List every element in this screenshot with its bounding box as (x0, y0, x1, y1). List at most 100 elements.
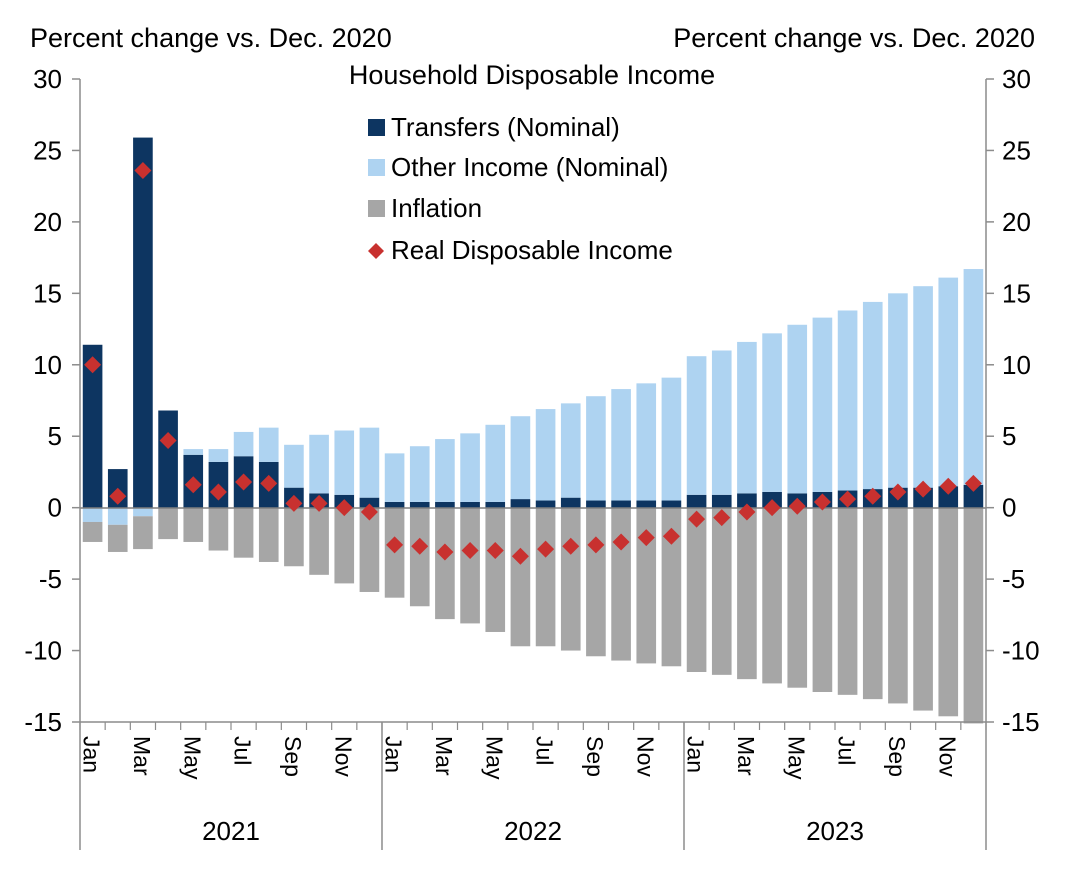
bar-inflation-22 (636, 507, 657, 664)
bar-other-income-nominal-28 (787, 324, 808, 494)
bar-other-income-nominal-23 (661, 377, 682, 501)
left-axis-label: Percent change vs. Dec. 2020 (30, 23, 392, 53)
real-income-marker-3 (159, 432, 177, 450)
bar-inflation-11 (359, 507, 380, 592)
bar-inflation-21 (611, 507, 631, 661)
bar-inflation-24 (686, 507, 707, 672)
real-income-marker-11 (360, 503, 378, 521)
real-income-marker-12 (386, 536, 404, 554)
bar-inflation-15 (460, 507, 480, 624)
real-income-marker-8 (285, 494, 303, 512)
bar-other-income-nominal-15 (460, 433, 480, 502)
real-income-marker-20 (587, 536, 605, 554)
bar-inflation-16 (485, 507, 506, 632)
bar-other-income-nominal-2 (133, 507, 153, 517)
real-income-marker-32 (889, 483, 907, 501)
bar-inflation-31 (862, 507, 883, 700)
bar-transfers-nominal-12 (384, 501, 405, 508)
bar-transfers-nominal-14 (435, 501, 455, 508)
month-tick-label: Jul (532, 736, 558, 765)
month-tick-label: Sep (280, 736, 306, 777)
bar-other-income-nominal-6 (233, 431, 254, 457)
right-tick-label: 10 (1002, 350, 1031, 380)
bar-other-income-nominal-1 (107, 507, 128, 525)
left-tick-label: 25 (33, 135, 62, 165)
bar-transfers-nominal-35 (963, 484, 984, 508)
legend-label-real-income: Real Disposable Income (391, 235, 673, 265)
month-tick-label: May (481, 736, 507, 780)
month-tick-label: Mar (431, 736, 457, 776)
month-tick-label: Jan (79, 736, 105, 773)
bar-inflation-29 (812, 507, 833, 692)
bar-inflation-33 (913, 507, 933, 711)
real-income-marker-14 (436, 543, 454, 561)
bar-other-income-nominal-13 (409, 446, 430, 502)
bar-transfers-nominal-21 (611, 500, 631, 508)
real-income-marker-34 (939, 477, 957, 495)
legend-marker-real-income (368, 243, 384, 259)
bar-transfers-nominal-26 (737, 493, 757, 508)
month-tick-label: Jan (683, 736, 709, 773)
real-income-marker-19 (562, 537, 580, 555)
legend-swatch-other-income (368, 159, 385, 176)
year-label-2022: 2022 (504, 816, 562, 846)
bar-inflation-34 (938, 507, 959, 717)
bar-inflation-26 (737, 507, 757, 680)
real-income-marker-35 (964, 474, 982, 492)
bar-inflation-27 (762, 507, 782, 684)
year-label-2021: 2021 (202, 816, 260, 846)
bar-other-income-nominal-22 (636, 383, 657, 501)
month-tick-label: Nov (330, 736, 356, 777)
bar-transfers-nominal-23 (661, 500, 682, 508)
left-tick-label: 10 (33, 350, 62, 380)
bar-inflation-7 (258, 507, 279, 562)
positive-bars (82, 137, 984, 508)
bar-transfers-nominal-18 (535, 500, 556, 508)
legend-label-transfers: Transfers (Nominal) (391, 112, 620, 142)
legend-swatch-inflation (368, 200, 385, 217)
bar-other-income-nominal-0 (82, 507, 103, 522)
bar-inflation-4 (183, 507, 204, 542)
bar-inflation-30 (837, 507, 858, 695)
bar-inflation-2 (133, 516, 153, 550)
left-tick-label: -5 (39, 564, 62, 594)
right-axis-label: Percent change vs. Dec. 2020 (673, 23, 1035, 53)
bar-other-income-nominal-33 (913, 286, 933, 488)
legend: Transfers (Nominal) Other Income (Nomina… (368, 112, 673, 265)
bar-transfers-nominal-11 (359, 497, 380, 508)
bar-other-income-nominal-12 (384, 453, 405, 502)
bar-other-income-nominal-7 (258, 427, 279, 462)
right-tick-label: 0 (1002, 493, 1016, 523)
right-tick-label: -10 (1002, 636, 1040, 666)
real-income-marker-25 (713, 509, 731, 527)
bar-other-income-nominal-30 (837, 310, 858, 491)
real-income-marker-0 (84, 356, 102, 374)
bar-transfers-nominal-34 (938, 486, 959, 508)
bar-inflation-14 (435, 507, 455, 620)
real-income-marker-17 (511, 547, 529, 565)
real-income-marker-6 (235, 473, 253, 491)
bar-transfers-nominal-17 (510, 499, 531, 508)
left-tick-label: 0 (48, 493, 62, 523)
real-income-marker-4 (184, 476, 202, 494)
left-tick-label: 15 (33, 278, 62, 308)
bar-other-income-nominal-4 (183, 449, 204, 455)
real-income-marker-27 (763, 499, 781, 517)
bar-transfers-nominal-25 (711, 494, 732, 508)
month-tick-label: Jul (834, 736, 860, 765)
bar-other-income-nominal-32 (888, 293, 908, 488)
bar-other-income-nominal-27 (762, 333, 782, 492)
real-income-marker-22 (637, 529, 655, 547)
real-income-marker-30 (839, 490, 857, 508)
bar-inflation-19 (560, 507, 581, 651)
legend-swatch-transfers (368, 119, 385, 136)
bar-inflation-3 (158, 507, 178, 540)
bar-inflation-20 (586, 507, 606, 657)
bar-inflation-18 (535, 507, 556, 647)
real-income-marker-13 (411, 537, 429, 555)
bar-inflation-6 (233, 507, 254, 558)
bar-other-income-nominal-26 (737, 341, 757, 494)
left-tick-label: 30 (33, 64, 62, 94)
bar-other-income-nominal-18 (535, 409, 556, 501)
real-income-marker-5 (209, 483, 227, 501)
